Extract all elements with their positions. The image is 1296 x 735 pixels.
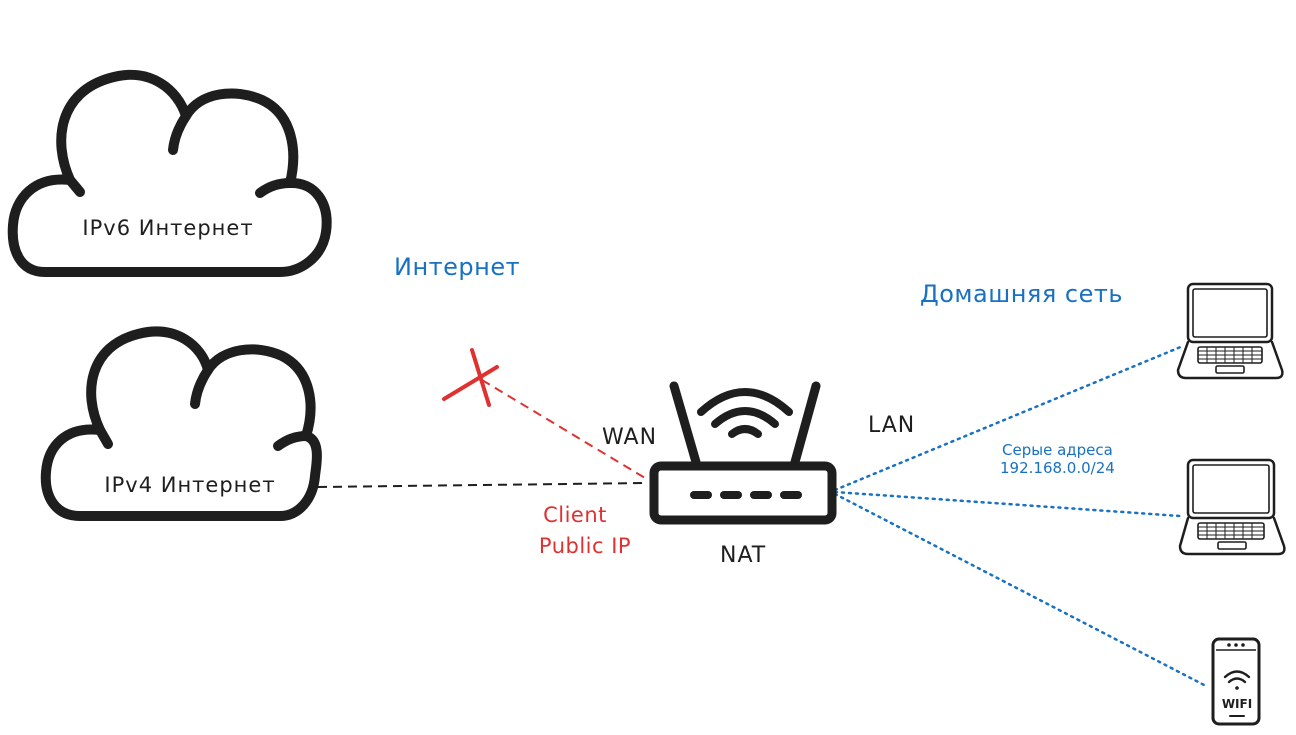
router-antenna-left: [669, 381, 701, 467]
lan-link-laptop-2: [833, 490, 1182, 518]
wan-label: WAN: [602, 425, 657, 450]
router-body: [649, 461, 837, 525]
ipv4-cloud-label: IPv4 Интернет: [104, 473, 275, 497]
laptop-icon: [1178, 458, 1286, 556]
cloud-icon: [7, 69, 332, 277]
blocked-x-icon: [442, 348, 499, 407]
ipv4-cloud: IPv4 Интернет: [40, 326, 322, 521]
ipv4-to-router-link: [317, 482, 647, 488]
lan-label: LAN: [868, 413, 915, 438]
ipv6-cloud-label: IPv6 Интернет: [82, 216, 253, 240]
gray-addresses-label-line2: 192.168.0.0/24: [1000, 459, 1115, 477]
wifi-icon: [1223, 670, 1251, 690]
laptop-icon: [1176, 282, 1284, 380]
smartphone-icon: WIFI: [1211, 637, 1261, 726]
ipv6-cloud: IPv6 Интернет: [7, 69, 332, 277]
client-ip-label-line2: Public IP: [539, 534, 631, 558]
phone-wifi-badge: WIFI: [1222, 697, 1252, 711]
lan-link-laptop-1: [833, 344, 1185, 492]
router-antenna-right: [790, 381, 821, 467]
nat-label: NAT: [720, 543, 766, 568]
lan-link-phone: [833, 492, 1208, 688]
home-network-label: Домашняя сеть: [920, 280, 1123, 308]
client-ip-label-line1: Client: [543, 503, 607, 527]
internet-zone-label: Интернет: [394, 253, 520, 281]
wifi-signal-icon: [697, 388, 793, 416]
router-icon: [649, 381, 837, 525]
gray-addresses-label-line1: Серые адреса: [1002, 441, 1113, 459]
ipv6-blocked-link: [481, 379, 646, 479]
